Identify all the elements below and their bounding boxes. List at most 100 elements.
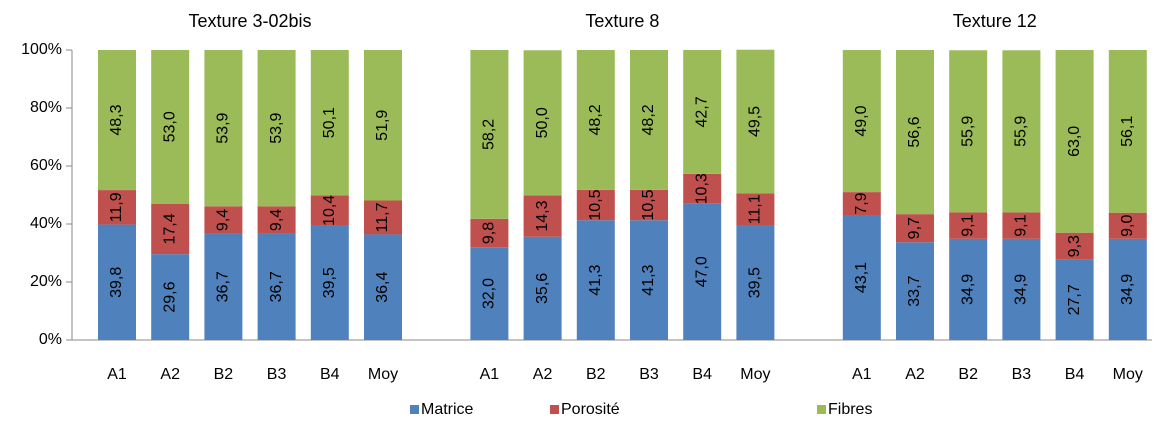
bar-segment [1055, 259, 1094, 340]
y-tick-label: 100% [21, 41, 62, 58]
data-label: 50,0 [534, 107, 551, 138]
data-label: 10,5 [640, 189, 657, 220]
y-tick-label: 40% [30, 215, 62, 232]
data-label: 55,9 [1013, 116, 1030, 147]
data-label: 34,9 [1013, 274, 1030, 305]
x-tick-label: B4 [1065, 366, 1085, 383]
bar-segment [98, 50, 136, 191]
data-label: 56,6 [906, 116, 923, 147]
data-label: 48,3 [108, 104, 125, 135]
bar-segment [151, 254, 190, 340]
bar-segment [842, 215, 881, 340]
bar-segment [523, 195, 562, 237]
bar-segment [736, 193, 775, 226]
x-tick-label: A2 [905, 366, 925, 383]
data-label: 41,3 [587, 264, 604, 295]
data-label: 42,7 [693, 96, 710, 127]
data-label: 63,0 [1066, 126, 1083, 157]
x-tick-label: B3 [267, 366, 287, 383]
legend-swatch [410, 405, 419, 414]
legend-swatch [817, 405, 826, 414]
bar-segment [364, 50, 402, 201]
bar-segment [204, 233, 243, 340]
bar-segment [257, 206, 296, 234]
bar-segment [310, 225, 349, 340]
data-label: 48,2 [640, 104, 657, 135]
data-label: 9,1 [1013, 214, 1030, 236]
bar-segment [151, 50, 190, 204]
bar-segment [364, 200, 402, 235]
data-label: 53,0 [161, 111, 178, 142]
legend-swatch [550, 405, 559, 414]
data-label: 36,7 [268, 271, 285, 302]
data-label: 11,9 [108, 192, 125, 222]
bar-segment [257, 50, 296, 207]
bar-segment [683, 50, 722, 174]
data-label: 9,0 [1119, 215, 1136, 237]
data-label: 9,4 [268, 209, 285, 231]
data-label: 10,3 [693, 173, 710, 204]
bar-segment [949, 50, 988, 213]
data-label: 53,9 [215, 112, 232, 143]
x-tick-label: A1 [107, 366, 127, 383]
x-tick-label: Moy [740, 366, 770, 383]
bar-segment [523, 236, 562, 340]
data-label: 49,5 [747, 106, 764, 137]
data-label: 32,0 [481, 278, 498, 309]
bar-segment [1002, 212, 1041, 239]
data-label: 47,0 [693, 256, 710, 287]
data-label: 48,2 [587, 104, 604, 135]
data-label: 33,7 [906, 275, 923, 306]
data-label: 9,4 [215, 209, 232, 231]
bar-segment [523, 50, 562, 196]
x-tick-label: A2 [160, 366, 180, 383]
bar-segment [204, 206, 243, 234]
bar-segment [470, 247, 509, 340]
bar-segment [1002, 50, 1041, 213]
bar-segment [98, 224, 136, 340]
data-label: 49,0 [853, 105, 870, 136]
y-tick-label: 80% [30, 99, 62, 116]
bar-segment [576, 50, 615, 190]
data-label: 10,5 [587, 189, 604, 220]
bar-segment [842, 192, 881, 216]
x-tick-label: B3 [639, 366, 659, 383]
bar-segment [1108, 238, 1147, 340]
bar-segment [630, 50, 668, 190]
x-tick-label: B2 [958, 366, 978, 383]
bar-segment [1055, 232, 1094, 260]
data-label: 50,1 [321, 107, 338, 138]
bar-segment [310, 195, 349, 226]
data-label: 29,6 [161, 281, 178, 312]
bar-segment [630, 220, 668, 340]
bar-segment [364, 234, 402, 340]
x-tick-label: A1 [852, 366, 872, 383]
x-tick-label: B3 [1012, 366, 1032, 383]
bar-segment [736, 225, 775, 340]
x-tick-label: B2 [214, 366, 234, 383]
bar-segment [470, 218, 509, 248]
x-tick-label: B4 [320, 366, 340, 383]
data-label: 11,1 [747, 194, 764, 224]
bar-segment [1002, 238, 1041, 340]
bar-segment [1108, 212, 1147, 239]
data-label: 53,9 [268, 112, 285, 143]
x-tick-label: A2 [533, 366, 553, 383]
bar-segment [1108, 50, 1147, 213]
data-label: 51,9 [374, 110, 391, 141]
bar-segment [470, 50, 509, 219]
data-label: 14,3 [534, 200, 551, 231]
y-tick-label: 20% [30, 273, 62, 290]
group-title: Texture 8 [585, 11, 659, 31]
bar-segment [630, 189, 668, 221]
group-title: Texture 12 [953, 11, 1037, 31]
data-label: 36,4 [374, 272, 391, 303]
bar-segment [683, 173, 722, 204]
bar-segment [576, 189, 615, 221]
data-label: 9,7 [906, 217, 923, 239]
bar-segment [1055, 50, 1094, 233]
data-label: 43,1 [853, 262, 870, 293]
data-label: 56,1 [1119, 116, 1136, 147]
data-label: 58,2 [481, 119, 498, 150]
